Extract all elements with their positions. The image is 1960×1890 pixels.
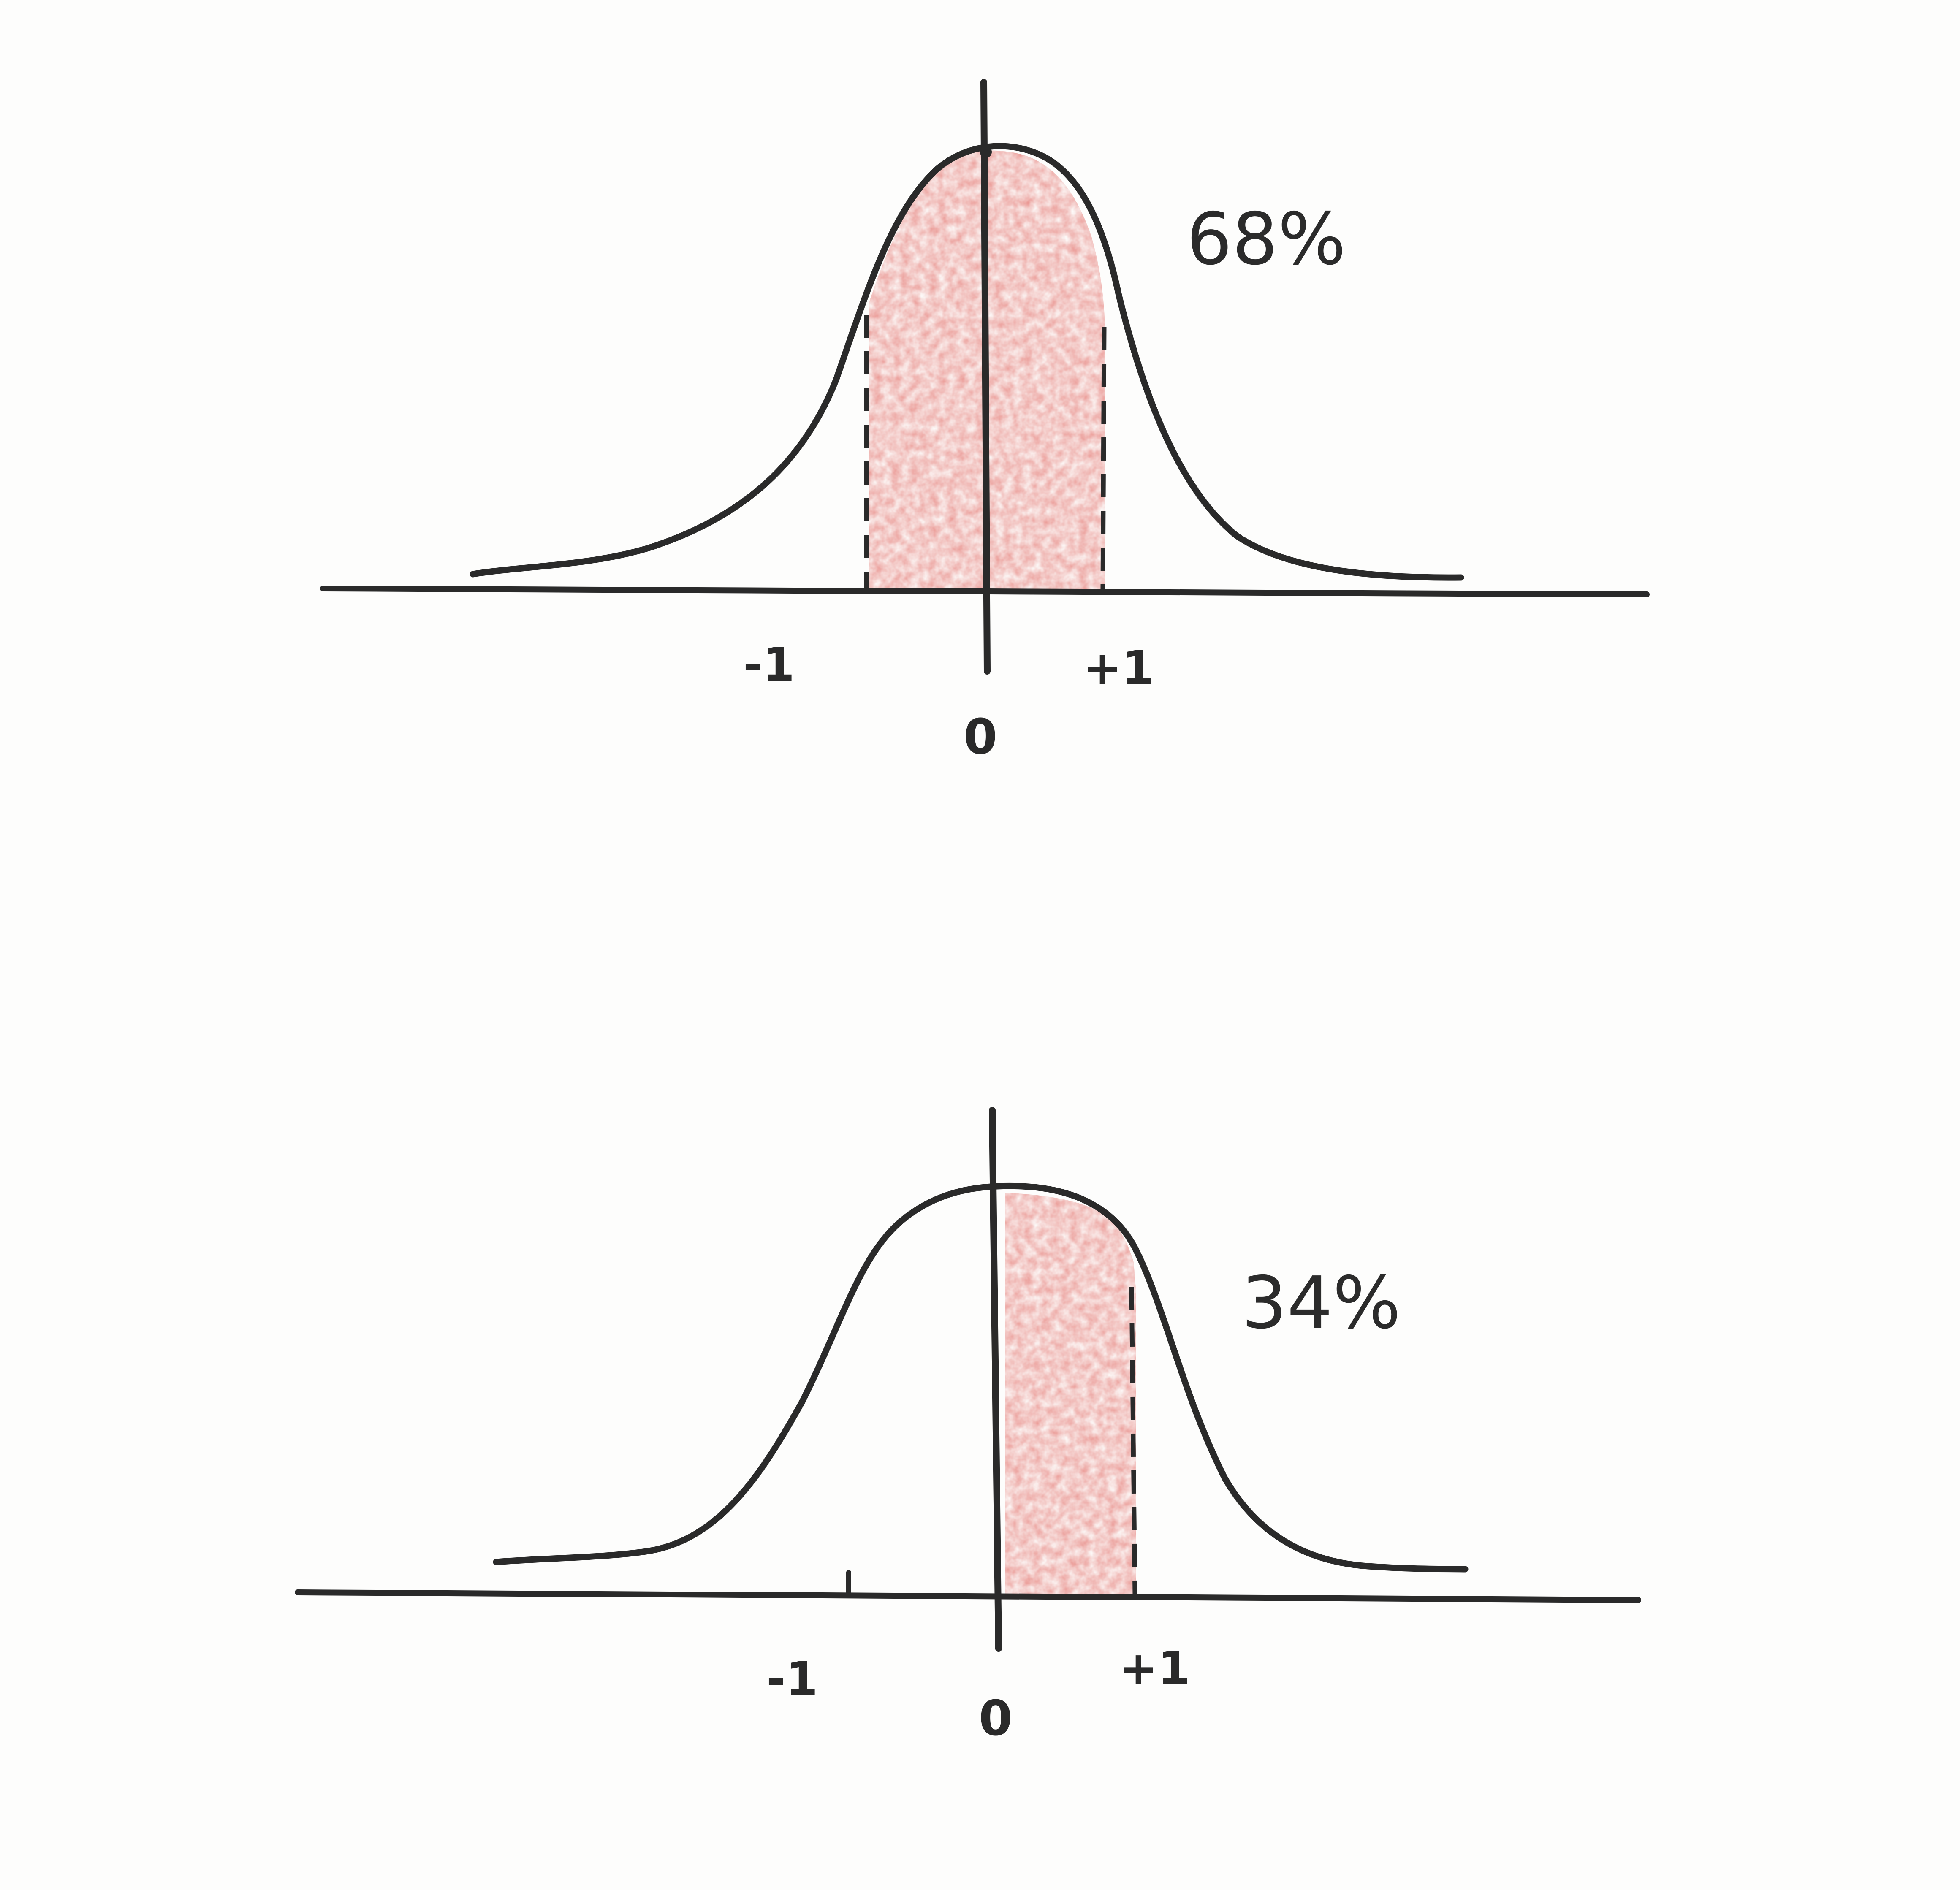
shaded-region-34: [1005, 1193, 1136, 1597]
percent-label-34: 34%: [1241, 1261, 1401, 1345]
y-axis-bottom: [989, 1107, 1002, 1652]
y-axis-top: [980, 79, 991, 675]
dashed-line-plus-one-top: [1100, 327, 1107, 589]
tick-label-zero-top: 0: [964, 709, 997, 765]
panel-top: -1 +1 0 68%: [320, 79, 1650, 765]
tick-label-minus-one-top: -1: [743, 637, 795, 691]
bell-curve-bottom: [493, 1182, 1469, 1573]
tick-label-minus-one-bottom: -1: [766, 1652, 818, 1706]
tick-label-plus-one-bottom: +1: [1119, 1641, 1190, 1695]
peak-dot-top: [980, 146, 992, 158]
tick-label-zero-bottom: 0: [979, 1690, 1013, 1747]
dashed-line-plus-one-bottom: [1129, 1286, 1137, 1594]
x-axis-bottom: [295, 1589, 1641, 1603]
panel-bottom: -1 +1 0 34%: [295, 1107, 1641, 1747]
percent-label-68: 68%: [1186, 198, 1346, 281]
tick-label-plus-one-top: +1: [1083, 641, 1154, 695]
